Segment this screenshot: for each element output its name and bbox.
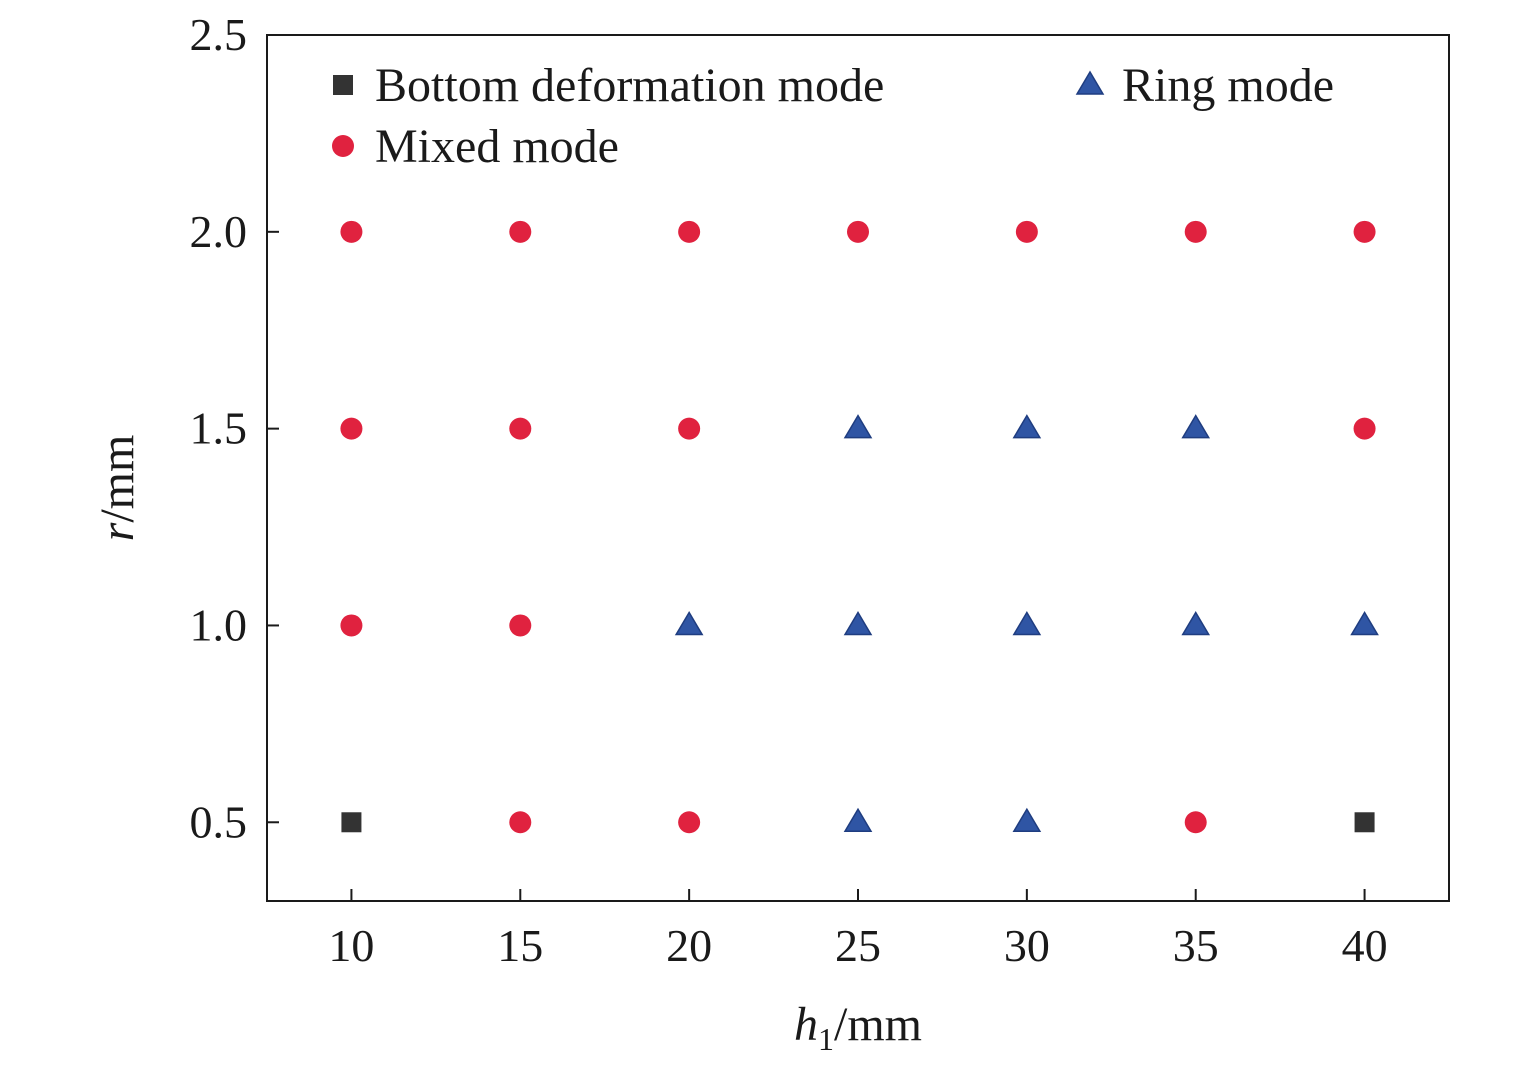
data-points	[340, 220, 1379, 834]
data-point-triangle	[1012, 807, 1042, 833]
x-tick-label: 25	[835, 920, 881, 971]
data-point-square	[1354, 812, 1375, 833]
data-point-circle	[678, 811, 701, 834]
x-axis-title-subscript: 1	[818, 1021, 834, 1057]
y-axis: 0.5 1.0 1.5 2.0 2.5	[190, 9, 279, 847]
legend-marker-circle	[332, 135, 354, 157]
data-point-circle	[678, 417, 701, 440]
legend: Bottom deformation mode Ring mode Mixed mo…	[332, 59, 1334, 173]
x-tick-label: 15	[497, 920, 543, 971]
data-point-circle	[340, 220, 363, 243]
data-point-circle	[509, 417, 532, 440]
data-point-triangle	[1012, 610, 1042, 636]
data-point-circle	[1353, 417, 1376, 440]
x-axis-title: h1/mm	[794, 998, 922, 1057]
data-point-circle	[1184, 220, 1207, 243]
x-axis: 10 15 20 25 30 35 40	[328, 889, 1388, 971]
x-tick-label: 30	[1004, 920, 1050, 971]
data-point-circle	[1353, 220, 1376, 243]
data-point-triangle	[843, 610, 873, 636]
data-point-circle	[509, 811, 532, 834]
x-axis-title-main: h	[794, 998, 818, 1051]
data-point-circle	[1184, 811, 1207, 834]
legend-label: Bottom deformation mode	[375, 59, 884, 112]
y-tick-label: 0.5	[190, 796, 248, 847]
data-point-circle	[340, 417, 363, 440]
data-point-triangle	[674, 610, 704, 636]
y-tick-label: 2.5	[190, 9, 248, 60]
data-point-triangle	[1012, 414, 1042, 439]
data-point-circle	[509, 220, 532, 243]
legend-marker-triangle	[1075, 70, 1105, 95]
legend-label: Mixed mode	[375, 120, 619, 173]
y-axis-title-unit: /mm	[91, 435, 144, 523]
x-tick-label: 35	[1173, 920, 1219, 971]
data-point-circle	[678, 220, 701, 243]
y-tick-label: 2.0	[190, 206, 248, 257]
data-point-circle	[509, 614, 532, 637]
y-tick-label: 1.5	[190, 403, 248, 454]
data-point-triangle	[1181, 610, 1211, 636]
data-point-circle	[847, 220, 869, 243]
data-point-triangle	[843, 807, 873, 833]
x-tick-label: 40	[1342, 920, 1388, 971]
x-tick-label: 10	[328, 920, 374, 971]
legend-label: Ring mode	[1122, 59, 1334, 112]
data-point-circle	[1015, 220, 1038, 243]
data-point-circle	[340, 614, 363, 637]
data-point-triangle	[1181, 414, 1211, 439]
y-axis-title: r/mm	[91, 435, 144, 542]
data-point-triangle	[1350, 610, 1379, 636]
data-point-square	[341, 812, 362, 833]
x-axis-title-unit: /mm	[834, 998, 922, 1051]
x-tick-label: 20	[666, 920, 712, 971]
y-axis-title-main: r	[91, 522, 144, 541]
data-point-triangle	[843, 414, 873, 439]
legend-marker-square	[333, 75, 353, 95]
y-tick-label: 1.0	[190, 599, 248, 650]
